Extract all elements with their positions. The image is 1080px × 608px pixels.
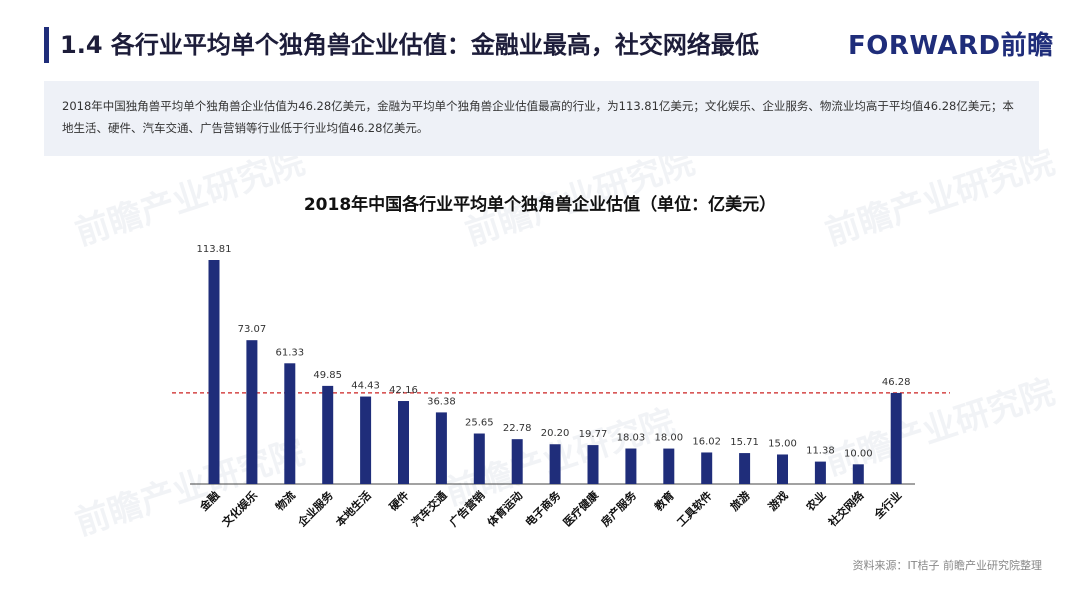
bar-11 xyxy=(587,445,599,484)
bar-8 xyxy=(473,433,485,484)
data-label-1: 113.81 xyxy=(197,244,232,255)
bar-4 xyxy=(322,385,334,484)
bar-1 xyxy=(208,260,220,484)
tick-label-9: 体育运动 xyxy=(484,488,525,529)
data-label-9: 22.78 xyxy=(503,423,532,434)
data-label-17: 11.38 xyxy=(806,446,835,457)
data-label-7: 36.38 xyxy=(427,396,456,407)
bar-14 xyxy=(701,452,713,484)
bar-9 xyxy=(511,439,523,484)
tick-label-2: 文化娱乐 xyxy=(219,488,260,529)
bar-10 xyxy=(549,444,561,484)
tick-label-10: 电子商务 xyxy=(522,488,564,530)
bar-13 xyxy=(663,448,675,484)
tick-label-13: 教育 xyxy=(651,488,677,514)
data-label-10: 20.20 xyxy=(541,428,570,439)
bar-6 xyxy=(398,401,409,484)
data-label-12: 18.03 xyxy=(617,433,646,444)
data-label-3: 61.33 xyxy=(275,347,304,358)
tick-label-16: 游戏 xyxy=(765,488,790,513)
data-label-14: 16.02 xyxy=(692,436,721,447)
tick-label-12: 房产服务 xyxy=(598,488,640,530)
data-label-16: 15.00 xyxy=(768,438,797,449)
tick-label-7: 汽车交通 xyxy=(409,488,450,529)
bar-5 xyxy=(360,396,372,484)
bar-12 xyxy=(625,448,637,484)
chart-title: 2018年中国各行业平均单个独角兽企业估值（单位：亿美元） xyxy=(303,195,777,215)
bar-15 xyxy=(739,453,751,484)
header-accent-bar xyxy=(44,27,49,63)
source-note: 资料来源：IT桔子 前瞻产业研究院整理 xyxy=(852,559,1042,572)
bar-17 xyxy=(814,461,826,484)
bar-3 xyxy=(284,363,296,484)
data-label-15: 15.71 xyxy=(730,437,759,448)
data-label-19: 46.28 xyxy=(882,377,911,388)
bar-18 xyxy=(852,464,864,484)
data-label-11: 19.77 xyxy=(579,429,608,440)
bar-19 xyxy=(890,392,902,484)
tick-label-19: 全行业 xyxy=(870,488,904,522)
summary-text: 2018年中国独角兽平均单个独角兽企业估值为46.28亿美元，金融为平均单个独角… xyxy=(62,99,1014,135)
page-title: 1.4 各行业平均单个独角兽企业估值：金融业最高，社交网络最低 xyxy=(60,31,759,59)
data-label-4: 49.85 xyxy=(313,370,342,381)
data-label-2: 73.07 xyxy=(238,324,267,335)
tick-label-8: 广告营销 xyxy=(446,488,487,529)
bar-7 xyxy=(435,412,447,484)
tick-label-18: 社交网络 xyxy=(825,488,867,530)
tick-label-11: 医疗健康 xyxy=(560,488,602,530)
data-label-8: 25.65 xyxy=(465,418,494,429)
tick-label-14: 工具软件 xyxy=(674,488,715,529)
tick-label-1: 金融 xyxy=(196,488,222,514)
data-label-5: 44.43 xyxy=(351,381,380,392)
bar-2 xyxy=(246,340,258,484)
tick-label-3: 物流 xyxy=(272,488,297,513)
tick-label-6: 硬件 xyxy=(386,488,411,513)
data-label-6: 42.16 xyxy=(389,385,418,396)
tick-label-17: 农业 xyxy=(802,488,828,514)
data-label-18: 10.00 xyxy=(844,448,873,459)
logo: FORWARD前瞻 xyxy=(848,31,1054,61)
data-label-13: 18.00 xyxy=(654,433,683,444)
summary-box: 2018年中国独角兽平均单个独角兽企业估值为46.28亿美元，金融为平均单个独角… xyxy=(44,81,1039,156)
tick-label-15: 旅游 xyxy=(727,488,752,513)
tick-label-4: 企业服务 xyxy=(294,488,336,530)
tick-label-5: 本地生活 xyxy=(333,488,374,529)
bar-16 xyxy=(777,454,788,484)
